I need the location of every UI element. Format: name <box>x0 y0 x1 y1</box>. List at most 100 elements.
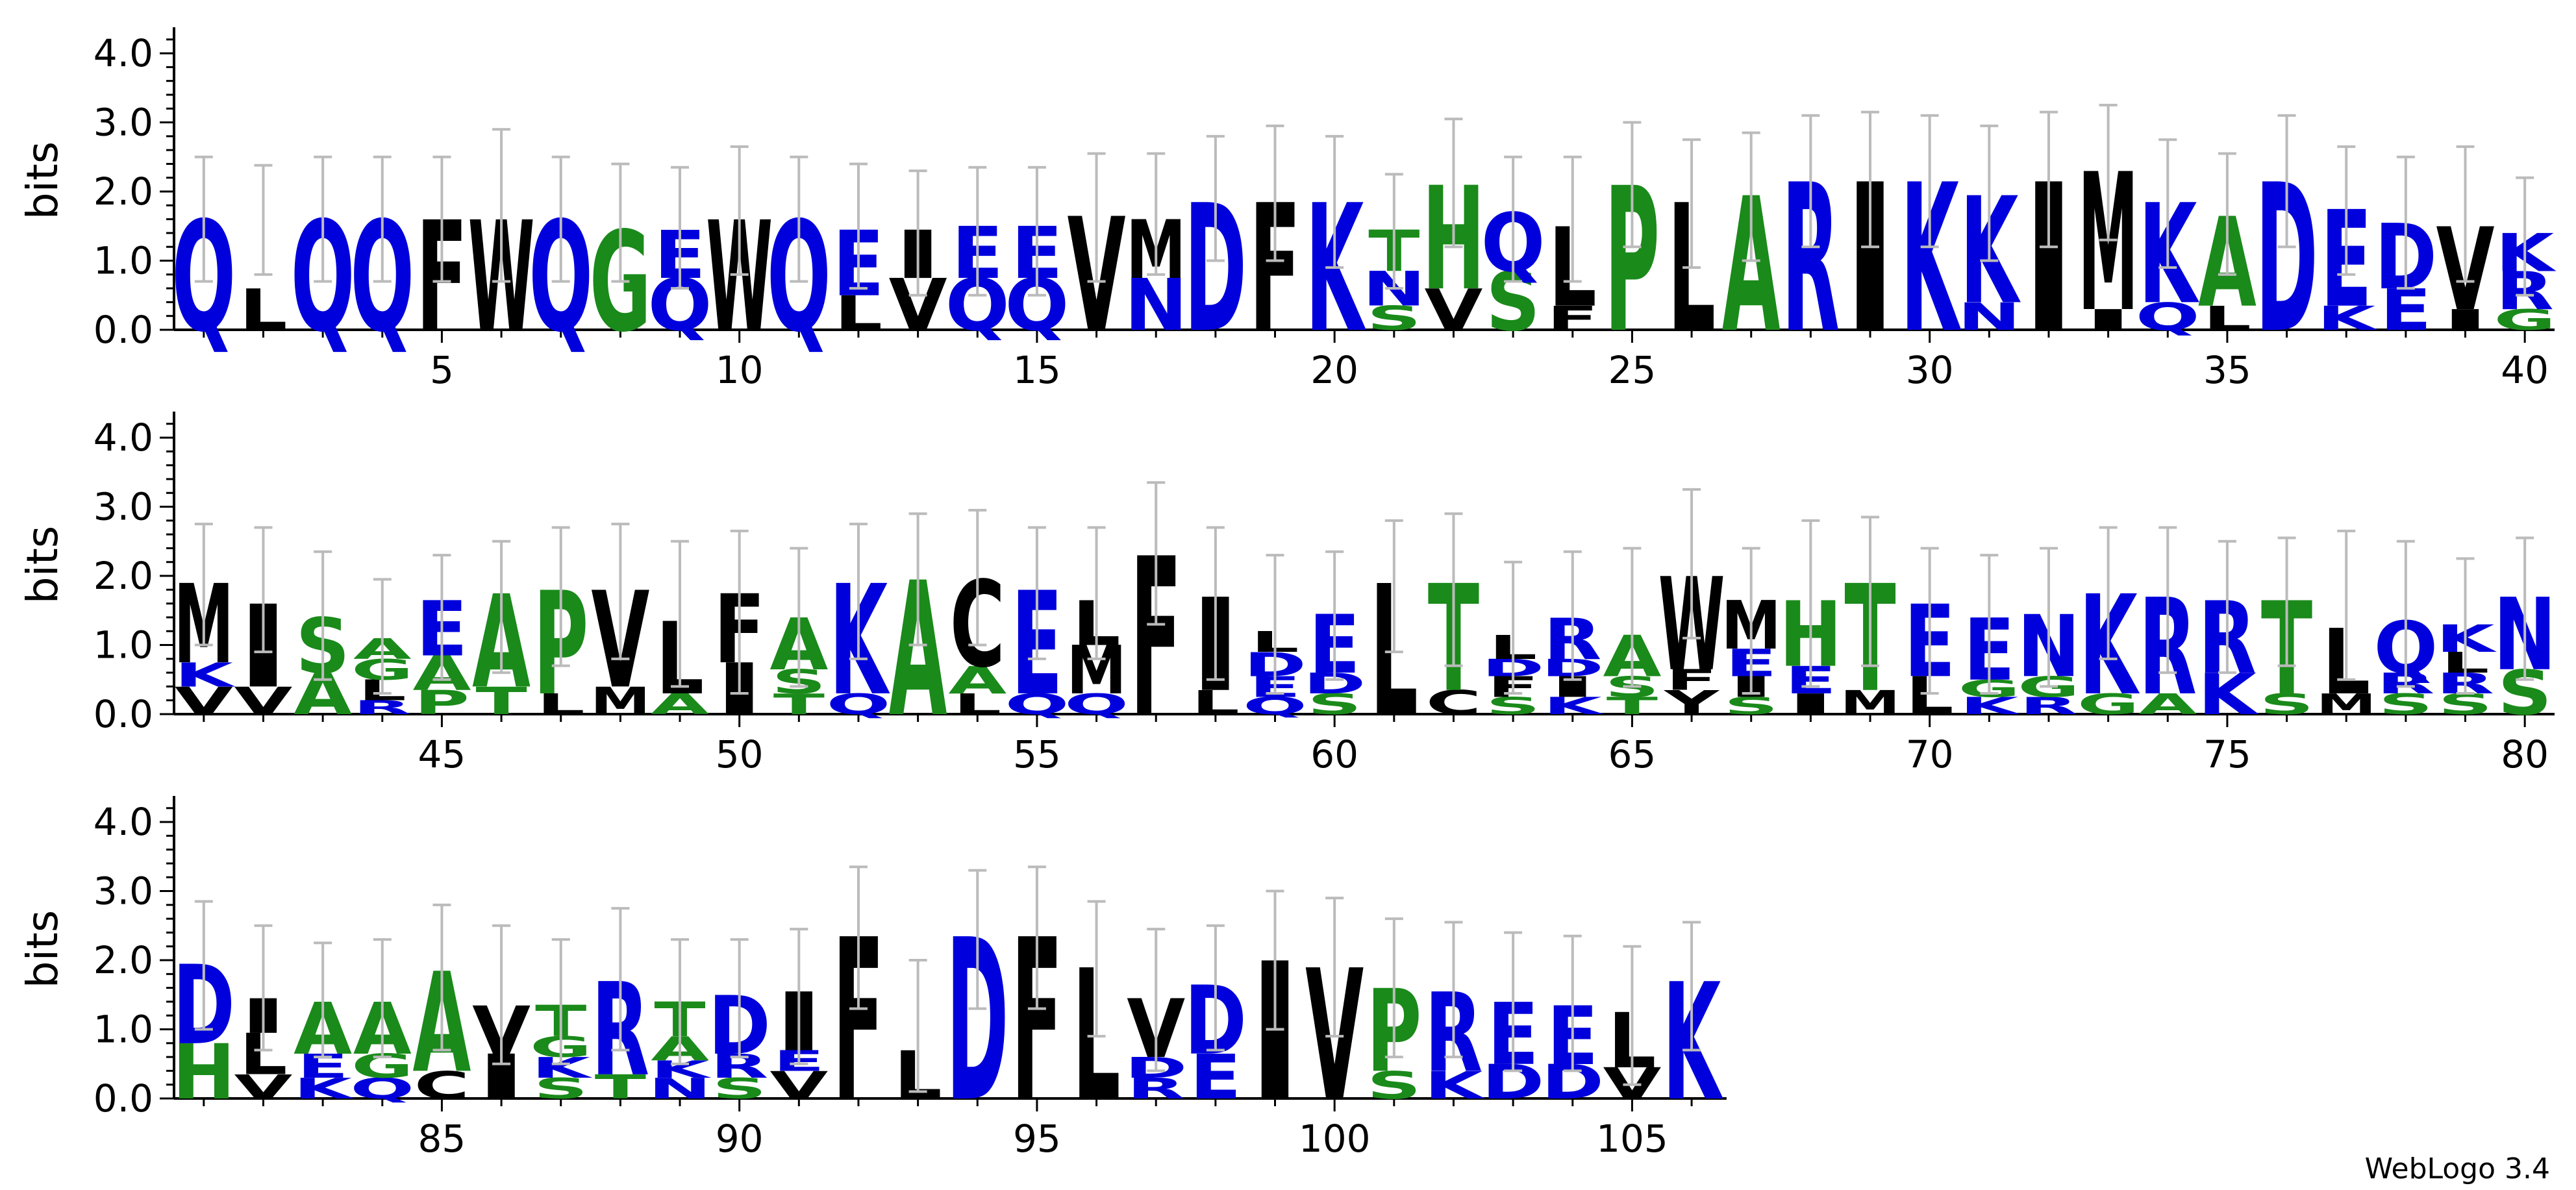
x-tick-label: 40 <box>2501 348 2549 392</box>
logo-column-23: SQ <box>1481 155 1545 349</box>
logo-column-7: Q <box>529 155 593 366</box>
y-tick-label: 1.0 <box>94 623 153 667</box>
logo-letter-T: T <box>475 679 527 723</box>
logo-column-72: RGN <box>2017 547 2081 720</box>
logo-column-57: F <box>1131 481 1182 766</box>
y-tick-label: 0.0 <box>94 692 153 736</box>
logo-letter-L: L <box>2203 299 2251 338</box>
y-tick-label: 4.0 <box>94 415 153 460</box>
logo-column-9: QE <box>648 166 712 347</box>
logo-letter-T: T <box>1607 693 1658 720</box>
logo-letter-L: L <box>239 278 287 343</box>
logo-letter-N: N <box>1125 264 1188 347</box>
logo-column-54: LAC <box>948 508 1007 721</box>
y-tick-label: 2.0 <box>94 938 153 982</box>
logo-letter-L: L <box>537 688 585 721</box>
logo-letter-S: S <box>1367 1063 1421 1108</box>
y-axis-title: bits <box>18 526 68 604</box>
logo-column-102: KR <box>1424 921 1485 1108</box>
logo-letter-A: A <box>2138 688 2197 721</box>
logo-letter-V: V <box>769 1063 828 1108</box>
y-tick-label: 0.0 <box>94 308 153 352</box>
x-tick-label: 90 <box>716 1117 764 1161</box>
x-tick-label: 25 <box>1608 348 1657 392</box>
logo-column-74: AR <box>2138 526 2197 725</box>
logo-column-28: R <box>1782 114 1840 378</box>
logo-column-8: G <box>590 162 651 363</box>
logo-column-58: LI <box>1189 526 1242 723</box>
logo-letter-Q: Q <box>2136 295 2200 339</box>
logo-column-13: VI <box>889 169 947 347</box>
logo-column-68: IEH <box>1779 519 1842 721</box>
logo-letter-Q: Q <box>1243 693 1307 720</box>
logo-column-85: CA <box>412 903 471 1108</box>
x-tick-label: 50 <box>716 732 764 776</box>
logo-column-50: IF <box>713 529 766 731</box>
logo-column-65: TSA <box>1603 547 1662 720</box>
x-tick-label: 100 <box>1299 1117 1371 1161</box>
y-tick-label: 3.0 <box>94 101 153 145</box>
logo-column-10: W <box>706 145 773 366</box>
logo-column-27: A <box>1722 131 1781 374</box>
y-axis-title: bits <box>18 910 68 989</box>
logo-column-15: QE <box>1005 166 1069 347</box>
logo-letter-S: S <box>1307 688 1362 721</box>
logo-column-88: TR <box>592 907 649 1107</box>
logo-column-31: NK <box>1958 124 2021 339</box>
logo-column-96: L <box>1073 900 1121 1142</box>
logo-letter-F: F <box>1547 299 1598 338</box>
logo-letter-I: I <box>2082 304 2135 337</box>
logo-column-56: QML <box>1064 526 1129 721</box>
logo-letter-V: V <box>1425 278 1483 343</box>
logo-column-35: LA <box>2198 152 2257 338</box>
x-tick-label: 45 <box>418 732 466 776</box>
logo-column-84: QGA <box>350 938 414 1105</box>
logo-column-45: PAE <box>412 554 471 723</box>
logo-column-18: D <box>1184 134 1247 371</box>
logo-column-38: ED <box>2375 155 2437 343</box>
logo-column-1: Q <box>171 155 236 366</box>
logo-column-48: MV <box>590 523 651 723</box>
logo-column-11: Q <box>767 155 831 366</box>
logo-letter-C: C <box>1426 684 1481 722</box>
logo-column-53: A <box>889 512 947 758</box>
logo-column-39: IV <box>2436 145 2495 336</box>
logo-column-100: V <box>1305 897 1364 1142</box>
logo-column-69: MT <box>1840 515 1900 725</box>
x-tick-label: 95 <box>1013 1117 1061 1161</box>
logo-column-5: F <box>416 155 468 366</box>
logo-column-82: VLI <box>234 924 292 1107</box>
logo-letter-K: K <box>175 656 236 695</box>
logo-letter-R: R <box>353 697 411 719</box>
logo-column-24: FL <box>1547 155 1598 338</box>
logo-column-105: VL <box>1603 945 1661 1109</box>
logo-letter-Q: Q <box>827 688 891 721</box>
logo-column-43: AS <box>294 550 353 728</box>
logo-column-47: LP <box>533 526 588 728</box>
logo-letter-K: K <box>2495 223 2557 284</box>
logo-column-106: K <box>1662 921 1723 1137</box>
logo-letter-G: G <box>2077 688 2139 721</box>
logo-column-17: NM <box>1125 152 1188 347</box>
logo-column-71: KGE <box>1958 554 2021 720</box>
logo-letter-T: T <box>595 1068 646 1106</box>
logo-letter-S: S <box>2379 688 2433 721</box>
y-axis-title: bits <box>18 142 68 220</box>
logo-letter-K: K <box>2317 299 2379 338</box>
logo-column-70: LE <box>1904 547 1955 726</box>
logo-column-103: DE <box>1482 931 1544 1109</box>
y-tick-label: 4.0 <box>94 31 153 75</box>
logo-column-34: QK <box>2136 138 2200 339</box>
logo-column-36: D <box>2255 114 2318 378</box>
logo-column-91: VEI <box>769 928 828 1108</box>
logo-column-29: I <box>1844 110 1897 378</box>
x-tick-label: 60 <box>1310 732 1358 776</box>
logo-letter-H: H <box>172 1029 235 1117</box>
logo-column-26: L <box>1668 138 1716 371</box>
logo-column-30: K <box>1901 114 1961 378</box>
logo-column-55: QE <box>1005 526 1069 728</box>
